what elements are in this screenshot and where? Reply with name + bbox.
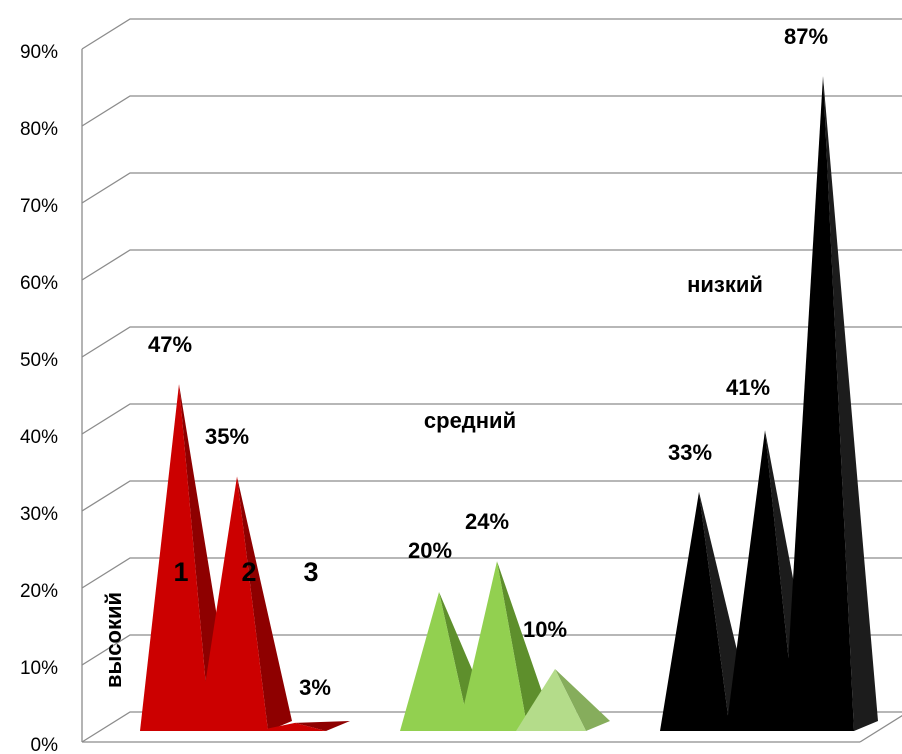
gridline <box>81 172 902 204</box>
y-tick-label: 90% <box>20 42 58 63</box>
y-tick-label: 30% <box>20 504 58 525</box>
pyramid-bar <box>256 722 326 731</box>
data-label: 24% <box>465 509 509 534</box>
data-label: 33% <box>668 440 712 465</box>
gridline <box>81 634 902 666</box>
data-label: 87% <box>784 24 828 49</box>
pyramid-bar <box>516 669 586 731</box>
pyramid-bar <box>198 476 268 731</box>
y-tick-label: 40% <box>20 427 58 448</box>
pyramid-bar <box>660 491 730 731</box>
y-tick-label: 50% <box>20 350 58 371</box>
pyramid-side <box>555 669 610 731</box>
pyramid-bar <box>784 76 854 732</box>
data-label: 20% <box>408 538 452 563</box>
y-axis-ticks: 0% 10% 20% 30% 40% 50% 60% 70% 80% 90% <box>20 42 58 754</box>
gridline <box>81 326 902 358</box>
group-label: средний <box>424 408 516 433</box>
y-tick-label: 60% <box>20 273 58 294</box>
pyramid-bar <box>400 592 470 731</box>
gridline <box>81 95 902 127</box>
floor-edge <box>859 714 902 743</box>
gridline <box>81 557 902 589</box>
y-tick-label: 70% <box>20 196 58 217</box>
y-tick-label: 10% <box>20 658 58 679</box>
pyramid-side <box>237 476 292 731</box>
chart-labels: 47% 35% 3% 1 2 3 высокий 20% 24% 10% средний 33% 41%… <box>101 24 828 700</box>
grid <box>81 18 902 743</box>
data-label: 35% <box>205 424 249 449</box>
pyramid-bar <box>726 430 796 731</box>
pyramid-side <box>295 721 350 731</box>
gridline <box>81 18 902 50</box>
plot-area <box>140 76 878 732</box>
pyramid-side <box>823 76 878 732</box>
gridline <box>81 711 902 743</box>
gridline <box>81 249 902 281</box>
pyramid-bar <box>458 561 528 731</box>
y-tick-label: 0% <box>31 735 59 754</box>
pyramid-bar <box>140 384 210 731</box>
y-tick-label: 20% <box>20 581 58 602</box>
group-label: низкий <box>687 272 763 297</box>
data-label: 47% <box>148 332 192 357</box>
y-tick-label: 80% <box>20 119 58 140</box>
item-label: 1 <box>173 557 188 587</box>
gridline <box>81 403 902 435</box>
data-label: 3% <box>299 675 331 700</box>
gridline <box>81 480 902 512</box>
data-label: 41% <box>726 375 770 400</box>
item-label: 3 <box>303 557 318 587</box>
pyramid-side <box>497 561 552 731</box>
data-label: 10% <box>523 617 567 642</box>
group-label: высокий <box>101 592 126 688</box>
item-label: 2 <box>241 557 256 587</box>
